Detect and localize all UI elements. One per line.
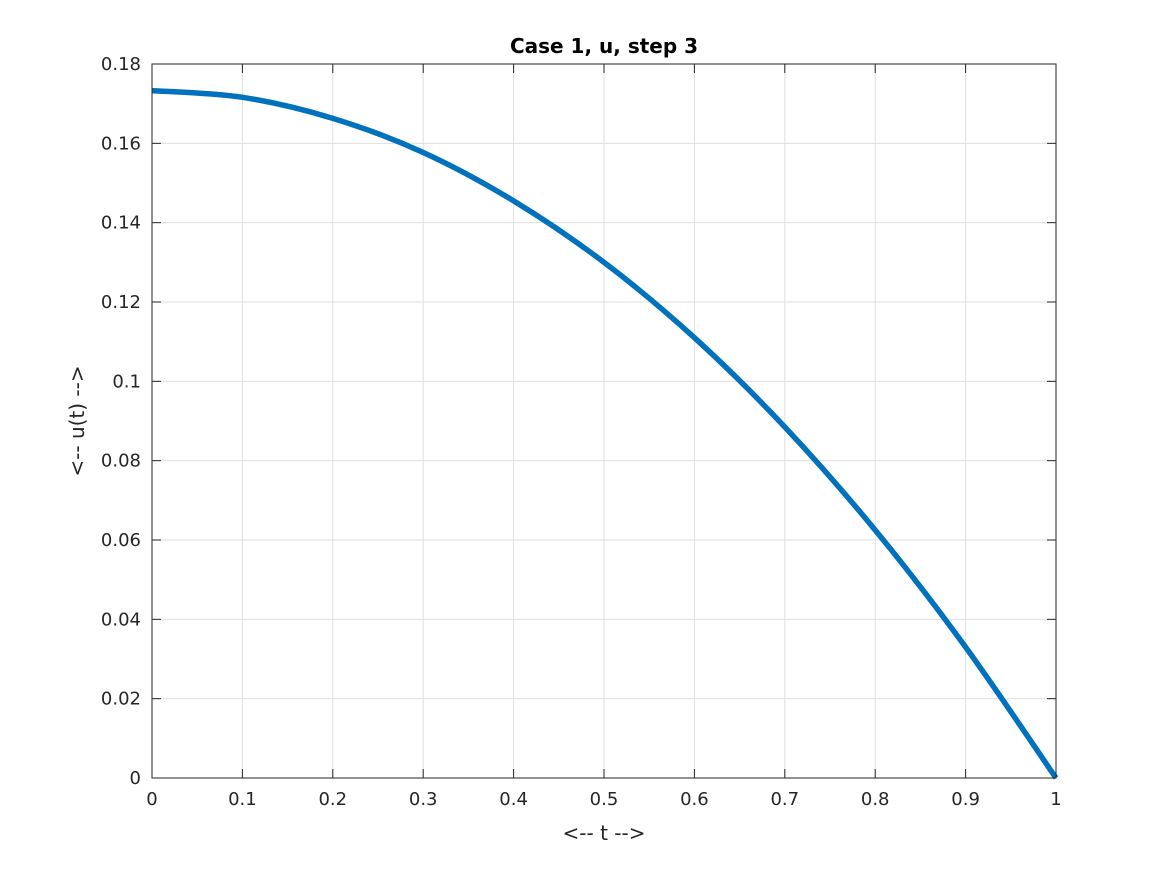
y-tick-label: 0.1 xyxy=(112,371,141,392)
y-tick-label: 0.08 xyxy=(101,451,141,472)
series-layer xyxy=(151,87,1059,780)
y-tick-label: 0.06 xyxy=(101,530,141,551)
y-tick-label: 0 xyxy=(130,768,141,789)
y-axis-label: <-- u(t) --> xyxy=(65,365,89,476)
y-tick-label: 0.18 xyxy=(101,54,141,75)
y-tick-label: 0.02 xyxy=(101,689,141,710)
y-tick-label: 0.04 xyxy=(101,609,141,630)
y-tick-label: 0.16 xyxy=(101,133,141,154)
x-tick-label: 0.9 xyxy=(951,789,980,810)
y-tick-label: 0.12 xyxy=(101,292,141,313)
y-tick-labels: 0 0.02 0.04 0.06 0.08 0.1 0.12 0.14 0.16 0.18 xyxy=(101,54,141,789)
x-tick-label: 0 xyxy=(146,789,157,810)
x-tick-label: 0.8 xyxy=(861,789,890,810)
chart-title: Case 1, u, step 3 xyxy=(510,34,698,58)
series-line xyxy=(151,87,1059,780)
x-tick-label: 0.7 xyxy=(770,789,799,810)
x-tick-label: 0.2 xyxy=(318,789,347,810)
x-tick-label: 0.3 xyxy=(409,789,438,810)
x-tick-label: 0.1 xyxy=(228,789,257,810)
x-tick-labels: 0 0.1 0.2 0.3 0.4 0.5 0.6 0.7 0.8 0.9 1 xyxy=(146,789,1061,810)
x-axis-label: <-- t --> xyxy=(563,821,646,845)
ticks xyxy=(151,63,1057,779)
x-tick-label: 0.6 xyxy=(680,789,709,810)
x-tick-label: 0.4 xyxy=(499,789,528,810)
y-tick-label: 0.14 xyxy=(101,213,141,234)
x-tick-label: 0.5 xyxy=(590,789,619,810)
x-tick-label: 1 xyxy=(1050,789,1061,810)
